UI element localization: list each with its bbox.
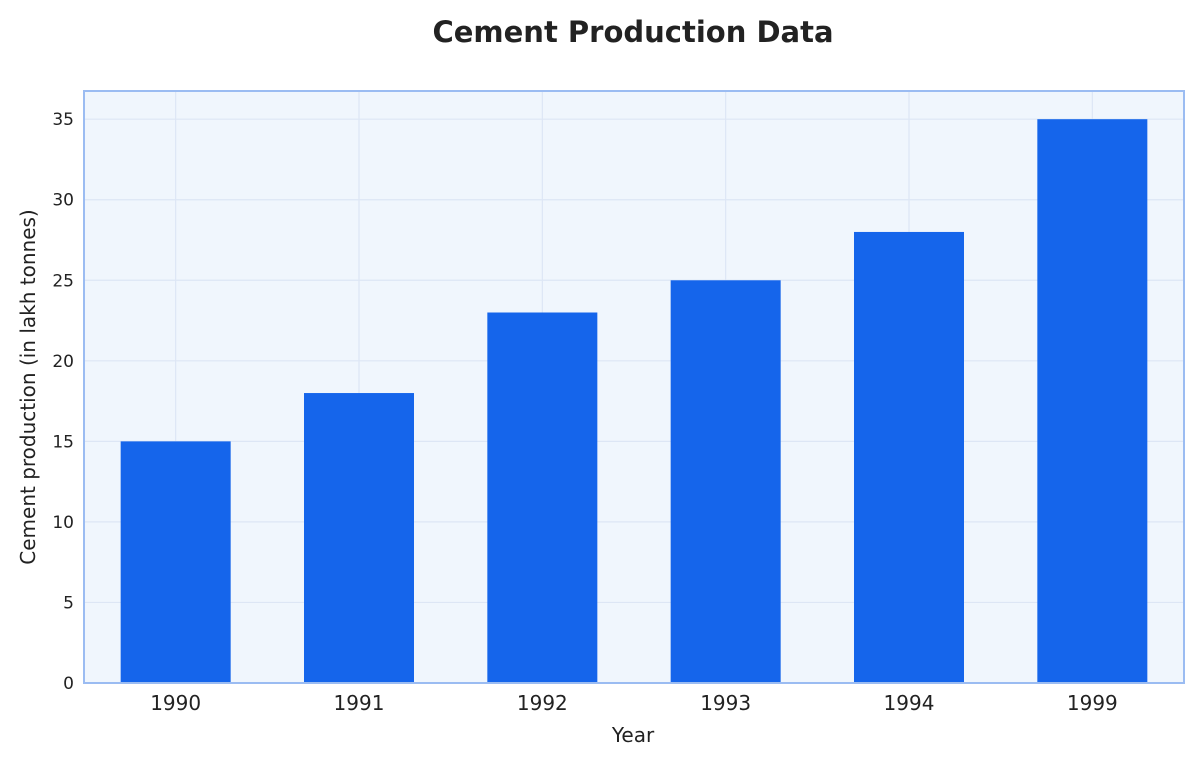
y-tick-label: 20 bbox=[52, 352, 74, 372]
plot-area bbox=[84, 91, 1184, 683]
y-tick-label: 10 bbox=[52, 513, 74, 533]
y-tick-label: 35 bbox=[52, 110, 74, 130]
bar-1993 bbox=[670, 280, 781, 683]
x-tick-label: 1991 bbox=[334, 691, 385, 715]
y-tick-label: 15 bbox=[52, 432, 74, 452]
x-axis-label: Year bbox=[611, 723, 655, 747]
plot-border bbox=[83, 90, 1185, 684]
bar-1990 bbox=[120, 441, 231, 683]
y-tick-label: 0 bbox=[63, 674, 74, 694]
bar-1999 bbox=[1037, 119, 1148, 683]
x-tick-label: 1990 bbox=[150, 691, 201, 715]
y-axis-ticks: 0 5 10 15 20 25 30 35 bbox=[52, 110, 74, 694]
chart-title: Cement Production Data bbox=[432, 15, 833, 49]
bar-1994 bbox=[854, 231, 964, 683]
y-tick-label: 30 bbox=[52, 191, 74, 211]
bars bbox=[120, 119, 1148, 683]
y-tick-label: 5 bbox=[63, 593, 74, 613]
bar-1992 bbox=[487, 312, 598, 683]
y-axis-label: Cement production (in lakh tonnes) bbox=[16, 209, 40, 564]
x-axis-ticks: 1990 1991 1992 1993 1994 1999 bbox=[150, 691, 1118, 715]
x-tick-label: 1992 bbox=[517, 691, 568, 715]
x-tick-label: 1999 bbox=[1067, 691, 1118, 715]
x-tick-label: 1994 bbox=[884, 691, 935, 715]
x-tick-label: 1993 bbox=[700, 691, 751, 715]
bar-1991 bbox=[304, 393, 414, 683]
y-tick-label: 25 bbox=[52, 271, 74, 291]
